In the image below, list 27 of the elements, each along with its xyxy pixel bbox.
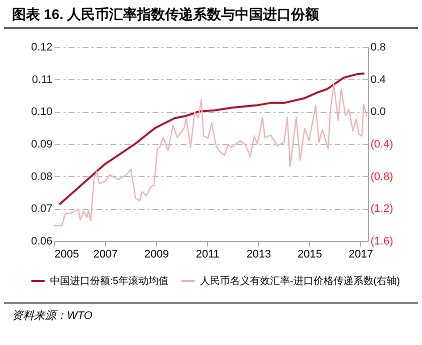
legend-label: 人民币名义有效汇率-进口价格传递系数(右轴): [200, 275, 400, 287]
y2-tick-label: (1.6): [370, 236, 394, 248]
y2-tick-label: (0.8): [370, 170, 394, 183]
y2-tick-label: 0.4: [370, 74, 386, 86]
y-tick-label: 0.07: [31, 203, 52, 216]
y-tick-label: 0.08: [31, 170, 52, 183]
x-tick-label: 2005: [54, 248, 79, 260]
x-tick-label: 2009: [144, 248, 169, 260]
x-tick-label: 2007: [93, 248, 118, 260]
y2-tick-label: (0.4): [370, 138, 394, 150]
text: 资料来源：WTO: [4, 302, 418, 327]
chart-title: 图表 16. 人民币汇率指数传递系数与中国进口份额: [4, 0, 418, 29]
legend-label: 中国进口份额:5年滚动均值: [50, 275, 168, 287]
y2-tick-label: (1.2): [370, 203, 394, 216]
x-tick-label: 2015: [298, 248, 322, 260]
y-tick-label: 0.10: [31, 106, 52, 118]
x-tick-label: 2017: [348, 248, 374, 260]
x-tick-label: 2013: [246, 248, 271, 260]
y-tick-label: 0.06: [31, 236, 52, 248]
line-series: [53, 84, 368, 226]
y-tick-label: 0.09: [31, 138, 52, 150]
x-tick-label: 2011: [196, 248, 220, 260]
y2-tick-label: 0.8: [370, 42, 386, 54]
y-tick-label: 0.12: [31, 42, 52, 54]
line-series: [58, 72, 366, 206]
y2-tick-label: 0.0: [370, 106, 386, 118]
y-tick-label: 0.11: [32, 74, 52, 86]
